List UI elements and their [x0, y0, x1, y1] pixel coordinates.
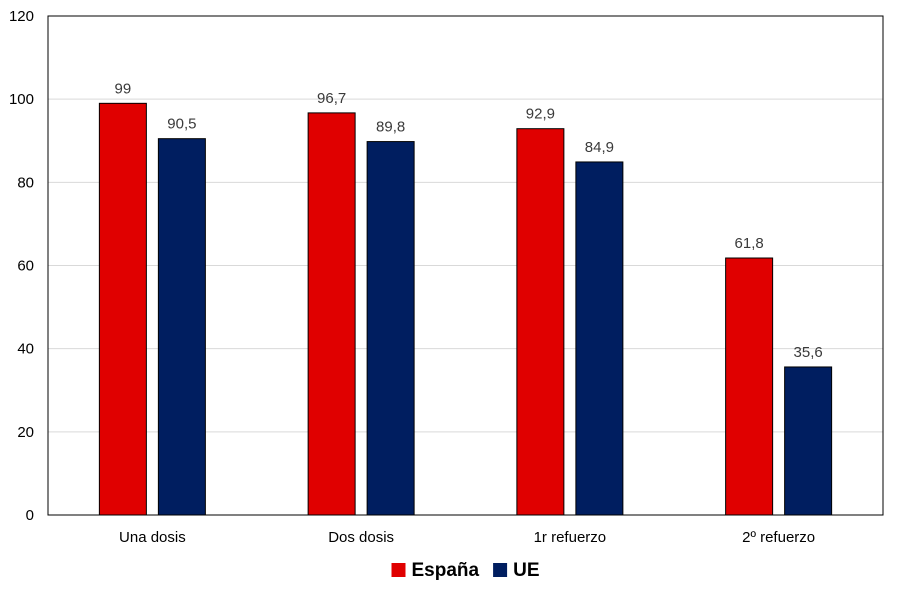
y-axis-ticks: 0 20 40 60 80 100 120 — [9, 8, 34, 524]
data-label: 35,6 — [794, 344, 823, 361]
data-label: 96,7 — [317, 90, 346, 107]
bar-espana — [725, 257, 774, 516]
bar-espana — [516, 128, 565, 516]
legend-swatch — [391, 563, 406, 577]
bar-espana — [98, 102, 147, 516]
x-axis-categories: Una dosis Dos dosis 1r refuerzo 2º refuerzo — [119, 529, 815, 546]
data-label: 92,9 — [526, 106, 555, 123]
y-tick-label: 20 — [17, 424, 34, 441]
data-label: 90,5 — [167, 116, 196, 133]
bar-ue — [157, 138, 206, 516]
bars — [98, 102, 833, 516]
bar-espana — [307, 112, 356, 516]
x-category-label: 2º refuerzo — [742, 529, 815, 546]
data-label: 84,9 — [585, 139, 614, 156]
y-tick-label: 100 — [9, 91, 34, 108]
x-category-label: 1r refuerzo — [534, 529, 607, 546]
bar-ue — [366, 141, 415, 516]
y-tick-label: 40 — [17, 341, 34, 358]
y-tick-label: 60 — [17, 258, 34, 275]
legend-label: España — [412, 560, 480, 581]
data-labels: 99 90,5 96,7 89,8 92,9 84,9 61,8 35,6 — [115, 80, 823, 361]
x-category-label: Una dosis — [119, 529, 186, 546]
y-tick-label: 120 — [9, 8, 34, 25]
bar-ue — [784, 366, 833, 516]
y-tick-label: 0 — [26, 507, 34, 524]
data-label: 99 — [115, 80, 132, 97]
data-label: 89,8 — [376, 119, 405, 136]
data-label: 61,8 — [735, 235, 764, 252]
plot-border — [47, 15, 884, 516]
x-category-label: Dos dosis — [328, 529, 394, 546]
legend: España UE — [391, 560, 540, 581]
legend-swatch — [493, 563, 508, 577]
y-tick-label: 80 — [17, 174, 34, 191]
legend-label: UE — [513, 560, 539, 581]
bar-ue — [575, 161, 624, 516]
